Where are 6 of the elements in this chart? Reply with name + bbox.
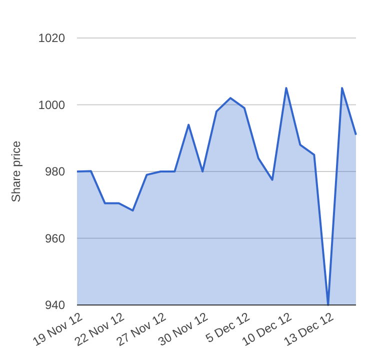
y-tick-label: 960 bbox=[44, 231, 66, 246]
y-tick-label: 980 bbox=[44, 164, 66, 179]
y-axis-title: Share price bbox=[9, 140, 23, 202]
y-tick-label: 1020 bbox=[38, 31, 66, 46]
y-tick-label: 940 bbox=[44, 298, 66, 312]
y-tick-label: 1000 bbox=[38, 98, 66, 112]
